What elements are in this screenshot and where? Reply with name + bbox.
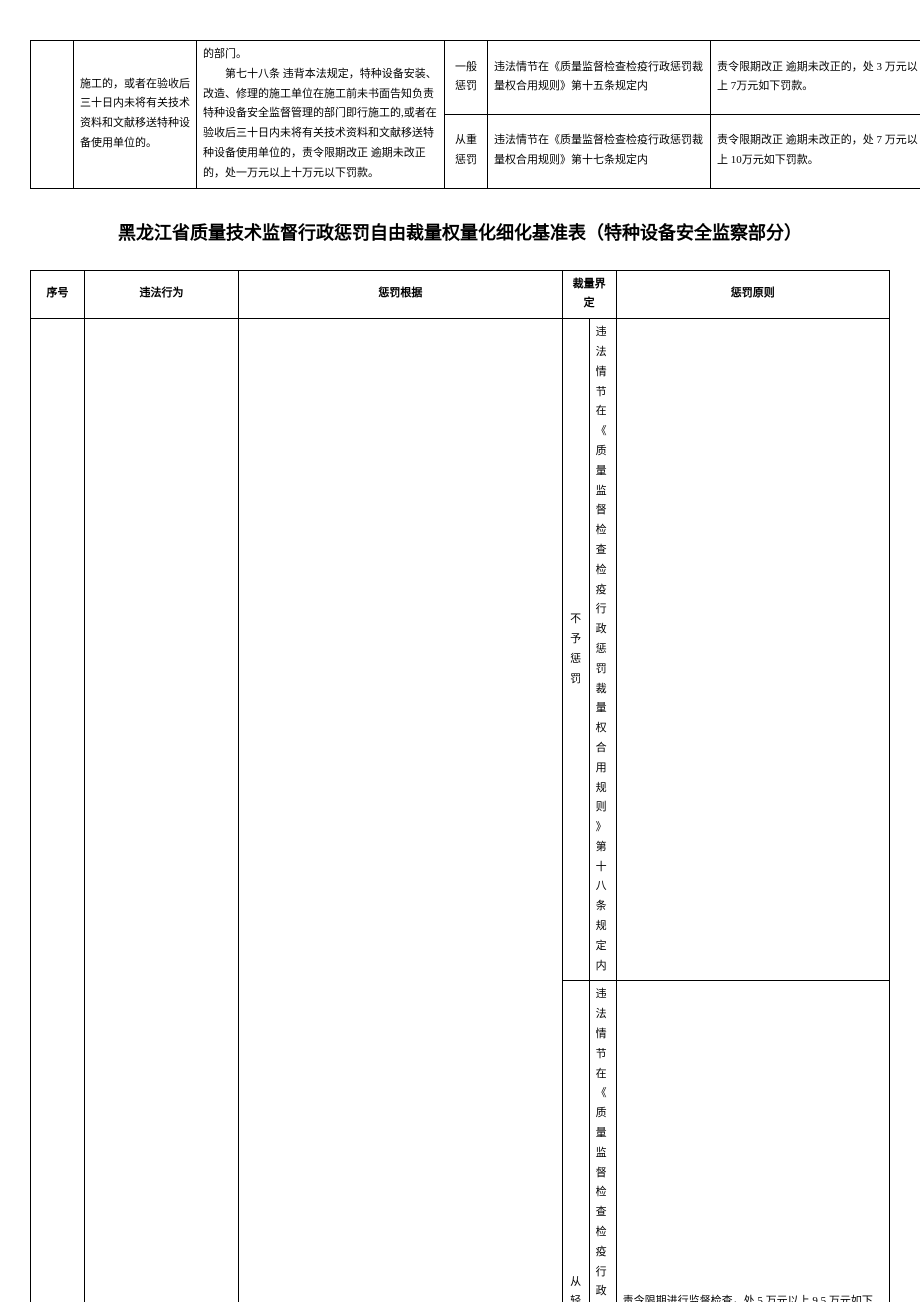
- basis-cell: 的部门。 第七十八条 违背本法规定，特种设备安装、改造、修理的施工单位在施工前未…: [197, 41, 445, 189]
- level-cell: 从轻惩罚: [562, 981, 589, 1302]
- header-behavior: 违法行为: [84, 270, 238, 319]
- behavior-cell: 特种设备的制造、安装、改造、重大修理以及锅炉清洗过程，未经监督检查的。: [84, 319, 238, 1302]
- seq-cell: [31, 41, 74, 189]
- principle-cell: 责令限期进行监督检查，处 5 万元以上 9.5 万元如下罚款，有违法所得的，没收…: [616, 981, 889, 1302]
- principle-cell: 责令限期改正 逾期未改正的，处 3 万元以上 7万元如下罚款。: [711, 41, 920, 115]
- header-basis: 惩罚根据: [239, 270, 563, 319]
- level-cell: 从重惩罚: [445, 114, 488, 188]
- basis-line2: 第七十八条 违背本法规定，特种设备安装、改造、修理的施工单位在施工前未书面告知负…: [203, 65, 438, 184]
- header-seq: 序号: [31, 270, 85, 319]
- table-top-fragment: 施工的，或者在验收后三十日内未将有关技术资料和文献移送特种设备使用单位的。 的部…: [30, 40, 920, 189]
- principle-cell: [616, 319, 889, 981]
- table-main: 序号 违法行为 惩罚根据 裁量界定 惩罚原则 6 特种设备的制造、安装、改造、重…: [30, 270, 890, 1302]
- level-cell: 不予惩罚: [562, 319, 589, 981]
- judge-cell: 违法情节在《质量监督检查检疫行政惩罚裁量权合用规则》第十八条规定内: [589, 319, 616, 981]
- principle-cell: 责令限期改正 逾期未改正的，处 7 万元以上 10万元如下罚款。: [711, 114, 920, 188]
- header-principle: 惩罚原则: [616, 270, 889, 319]
- header-judge: 裁量界定: [562, 270, 616, 319]
- judge-cell: 违法情节在《质量监督检查检疫行政惩罚裁量权合用规则》第十六条规定内: [589, 981, 616, 1302]
- seq-cell: 6: [31, 319, 85, 1302]
- basis-line1: 的部门。: [203, 48, 247, 60]
- page-title: 黑龙江省质量技术监督行政惩罚自由裁量权量化细化基准表（特种设备安全监察部分）: [30, 219, 890, 245]
- basis-cell: 《特种设备安全法》（1 月 1 日起施行） 第二十五条 锅炉、压力容器、压力管道…: [239, 319, 563, 1302]
- judge-cell: 违法情节在《质量监督检查检疫行政惩罚裁量权合用规则》第十七条规定内: [488, 114, 711, 188]
- judge-cell: 违法情节在《质量监督检查检疫行政惩罚裁量权合用规则》第十五条规定内: [488, 41, 711, 115]
- table-header-row: 序号 违法行为 惩罚根据 裁量界定 惩罚原则: [31, 270, 890, 319]
- level-cell: 一般惩罚: [445, 41, 488, 115]
- table-row: 6 特种设备的制造、安装、改造、重大修理以及锅炉清洗过程，未经监督检查的。 《特…: [31, 319, 890, 981]
- behavior-cell: 施工的，或者在验收后三十日内未将有关技术资料和文献移送特种设备使用单位的。: [74, 41, 197, 189]
